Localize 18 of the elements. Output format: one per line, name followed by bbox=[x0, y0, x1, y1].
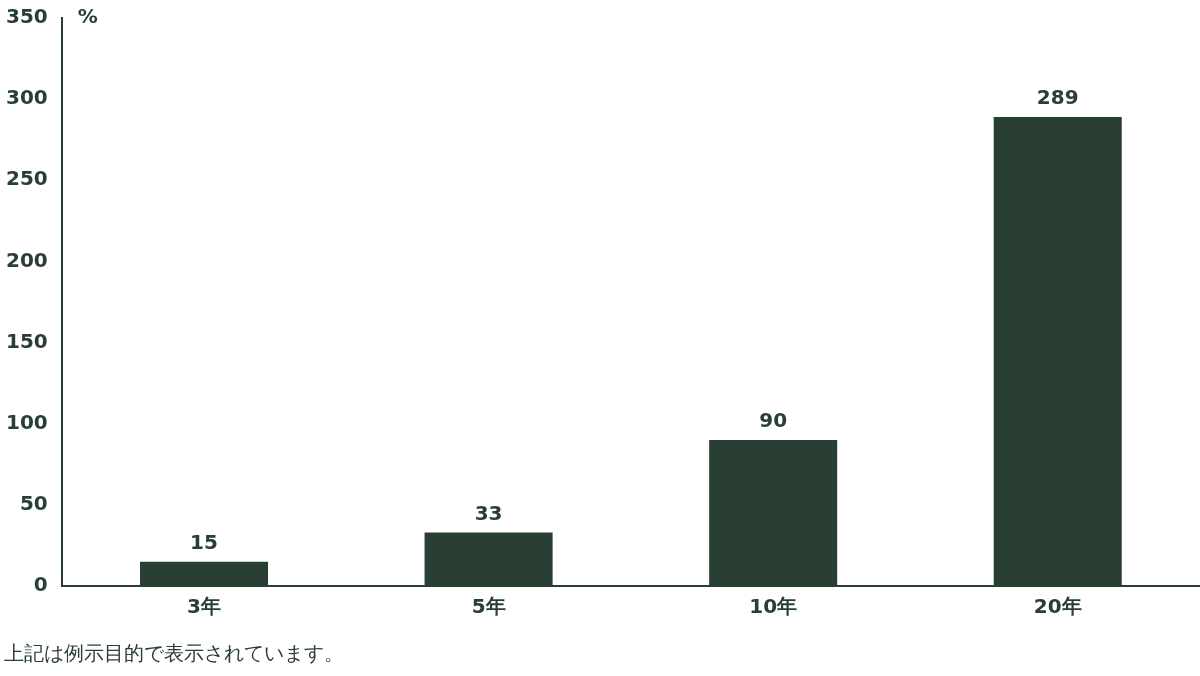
data-label: 90 bbox=[759, 408, 788, 433]
y-tick-label: 150 bbox=[6, 328, 48, 353]
y-tick-label: 350 bbox=[6, 4, 48, 29]
data-label: 15 bbox=[190, 529, 218, 554]
y-tick-label: 50 bbox=[19, 491, 48, 516]
x-tick-label: 20年 bbox=[1033, 594, 1082, 619]
y-tick-label: 250 bbox=[6, 166, 48, 191]
y-tick-label: 0 bbox=[33, 572, 48, 597]
x-tick-label: 5年 bbox=[471, 594, 506, 619]
data-label: 289 bbox=[1036, 85, 1079, 110]
y-tick-label: 200 bbox=[6, 247, 48, 272]
y-tick-label: 100 bbox=[6, 409, 48, 434]
y-axis-title: % bbox=[77, 4, 98, 29]
x-tick-label: 3年 bbox=[187, 594, 221, 619]
data-label: 33 bbox=[474, 500, 503, 525]
x-tick-label: 10年 bbox=[749, 594, 798, 619]
text: 上記は例示目的で表示されています。 bbox=[4, 640, 344, 667]
y-tick-label: 300 bbox=[6, 85, 48, 110]
